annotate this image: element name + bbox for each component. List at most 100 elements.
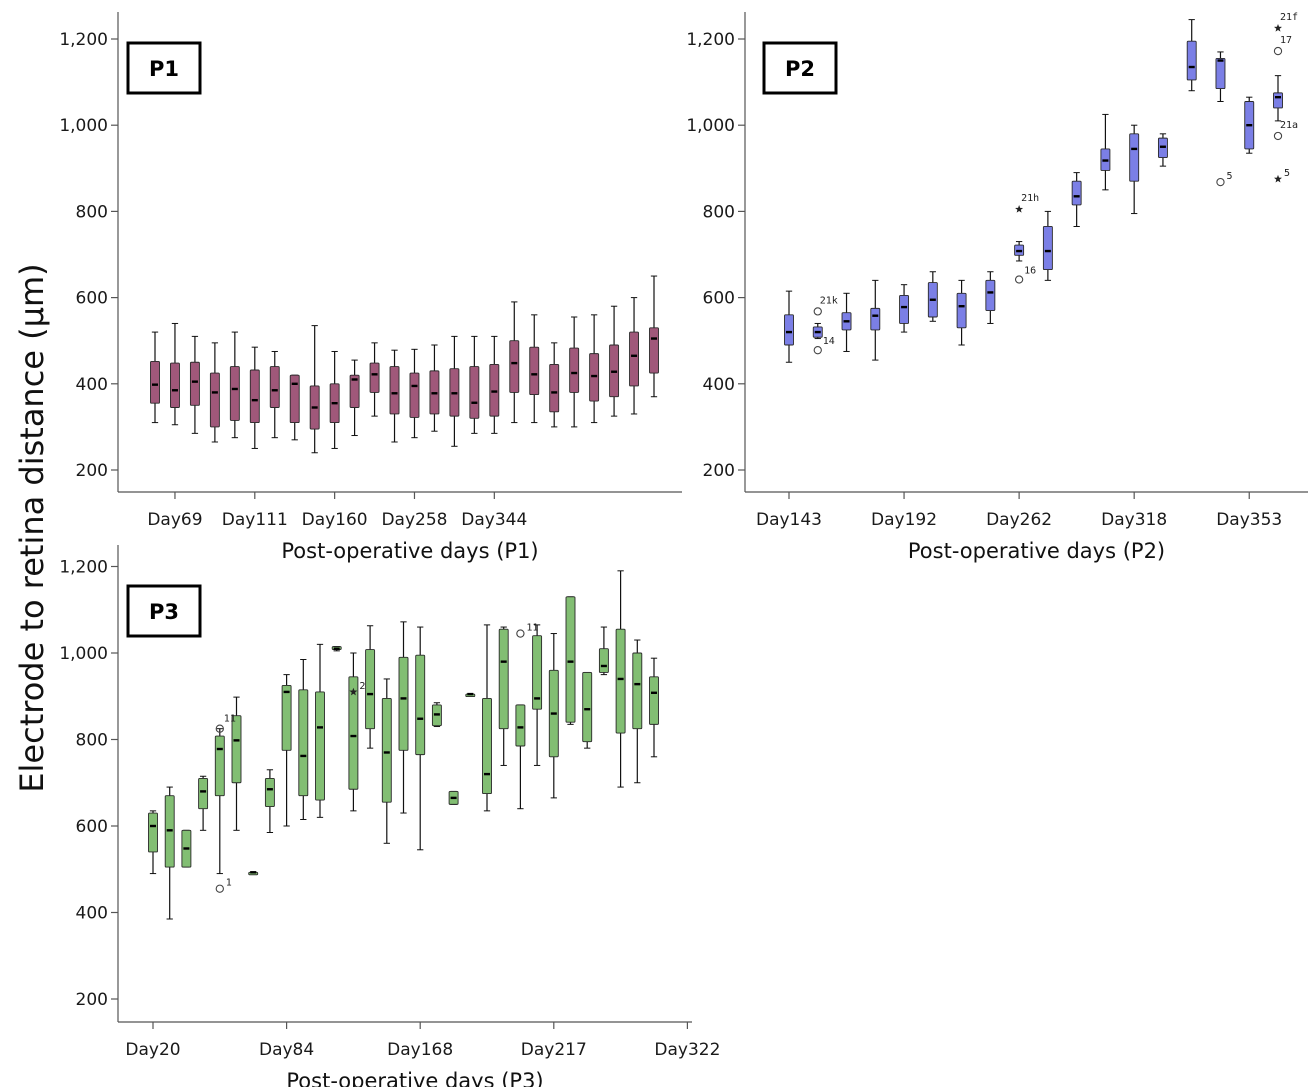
box-iqr: [170, 362, 180, 408]
box-iqr: [365, 649, 376, 730]
box-iqr: [489, 363, 500, 417]
box-p3-10: [315, 643, 325, 818]
outlier: 5: [1216, 171, 1233, 187]
panel-p2: 200 400 600 800 1,000 1,200 Day143 Day192 Day262…: [686, 12, 1308, 563]
outlier-circle-marker: [813, 307, 822, 316]
box-p1-22: [589, 314, 600, 424]
box-iqr: [231, 715, 242, 784]
x-tick-label: Day344: [461, 510, 527, 530]
box-iqr: [229, 366, 240, 421]
y-tick-label: 200: [76, 990, 108, 1010]
outlier-label: 11: [224, 714, 236, 725]
box-p3-25: [565, 596, 576, 725]
box-iqr: [870, 307, 881, 331]
x-tick-label: Day168: [387, 1040, 453, 1060]
x-tick-label: Day322: [654, 1040, 720, 1060]
box-p1-18: [509, 301, 520, 424]
box-p1-10: [349, 359, 360, 437]
box-iqr: [381, 697, 392, 803]
box-p3-20: [482, 624, 492, 812]
box-p1-20: [549, 342, 560, 428]
panel-p3: 200 400 600 800 1,000 1,200 Day20 Day84 Day168 Da…: [59, 545, 720, 1087]
box-p3-27: [598, 626, 609, 676]
box-p2-0: [784, 290, 794, 363]
box-p2-2: [841, 292, 852, 352]
outlier-star-marker: [1274, 24, 1282, 32]
outlier: 17: [1273, 35, 1292, 56]
box-iqr: [264, 777, 275, 807]
outlier-label: 21a: [1280, 120, 1298, 131]
box-p1-3: [209, 342, 220, 443]
box-iqr: [150, 360, 160, 404]
box-iqr: [409, 372, 420, 418]
box-iqr: [289, 374, 300, 424]
box-p2-17: [1273, 75, 1283, 122]
box-p2-14: [1186, 19, 1197, 92]
y-tick-label: 1,200: [59, 558, 108, 578]
box-p3-21: [498, 626, 509, 766]
box-iqr: [209, 372, 220, 428]
box-p3-22: [515, 704, 526, 810]
box-p2-4: [899, 284, 910, 333]
box-p2-13: [1157, 133, 1168, 167]
y-tick-label: 800: [76, 202, 108, 222]
box-p1-4: [229, 331, 240, 439]
outlier: 21f: [1274, 12, 1298, 32]
y-tick-label: 600: [76, 817, 108, 837]
box-iqr: [632, 652, 643, 730]
box-p1-11: [369, 342, 380, 417]
box-iqr: [148, 812, 158, 853]
box-iqr: [214, 735, 225, 797]
box-p1-12: [389, 349, 400, 443]
box-p3-23: [532, 624, 543, 766]
panel-tag-box: [126, 584, 202, 638]
box-p1-17: [489, 335, 500, 434]
box-p3-11: [331, 646, 342, 652]
box-p2-10: [1071, 172, 1082, 227]
box-iqr: [369, 362, 380, 393]
box-iqr: [985, 279, 996, 311]
box-iqr: [469, 366, 480, 419]
box-iqr: [549, 363, 560, 413]
outlier-label: 16: [1024, 265, 1036, 276]
outlier: 11: [215, 714, 236, 733]
box-p3-9: [298, 658, 309, 821]
box-p3-6: [248, 871, 259, 876]
box-p2-12: [1129, 124, 1140, 215]
outlier: 1: [215, 878, 232, 893]
x-tick-label: Day160: [302, 510, 368, 530]
box-iqr: [569, 347, 580, 393]
x-axis-label: Post-operative days (P1): [281, 539, 538, 563]
outlier: 21k: [813, 295, 838, 316]
outlier: 2: [349, 681, 365, 696]
y-tick-label: 200: [76, 461, 108, 481]
y-tick-label: 200: [703, 461, 735, 481]
box-iqr: [899, 294, 910, 324]
box-p2-7: [985, 271, 996, 324]
outlier-label: 5: [1226, 171, 1232, 182]
outlier-circle-marker: [1216, 177, 1225, 187]
box-p3-19: [465, 692, 476, 698]
box-p1-0: [150, 331, 160, 424]
x-tick-label: Day192: [871, 510, 937, 530]
panel-tag-box: [762, 41, 838, 95]
y-axis-label: Electrode to retina distance (μm): [13, 263, 51, 792]
box-iqr: [582, 672, 593, 743]
box-p1-25: [649, 275, 659, 398]
box-p1-19: [529, 314, 540, 424]
box-p3-13: [365, 625, 376, 749]
outlier-label: 21k: [820, 295, 838, 306]
y-tick-label: 1,000: [686, 116, 735, 136]
box-iqr: [649, 676, 659, 725]
box-p3-26: [582, 671, 593, 749]
outlier-circle-marker: [1273, 46, 1283, 56]
outlier: 21h: [1015, 193, 1039, 213]
box-p2-3: [870, 279, 881, 361]
box-iqr: [269, 366, 280, 408]
outlier-star-marker: [349, 687, 358, 696]
box-iqr: [298, 689, 309, 797]
x-tick-label: Day111: [222, 510, 288, 530]
box-p1-5: [249, 346, 260, 449]
panel-tag: P1: [149, 57, 179, 81]
